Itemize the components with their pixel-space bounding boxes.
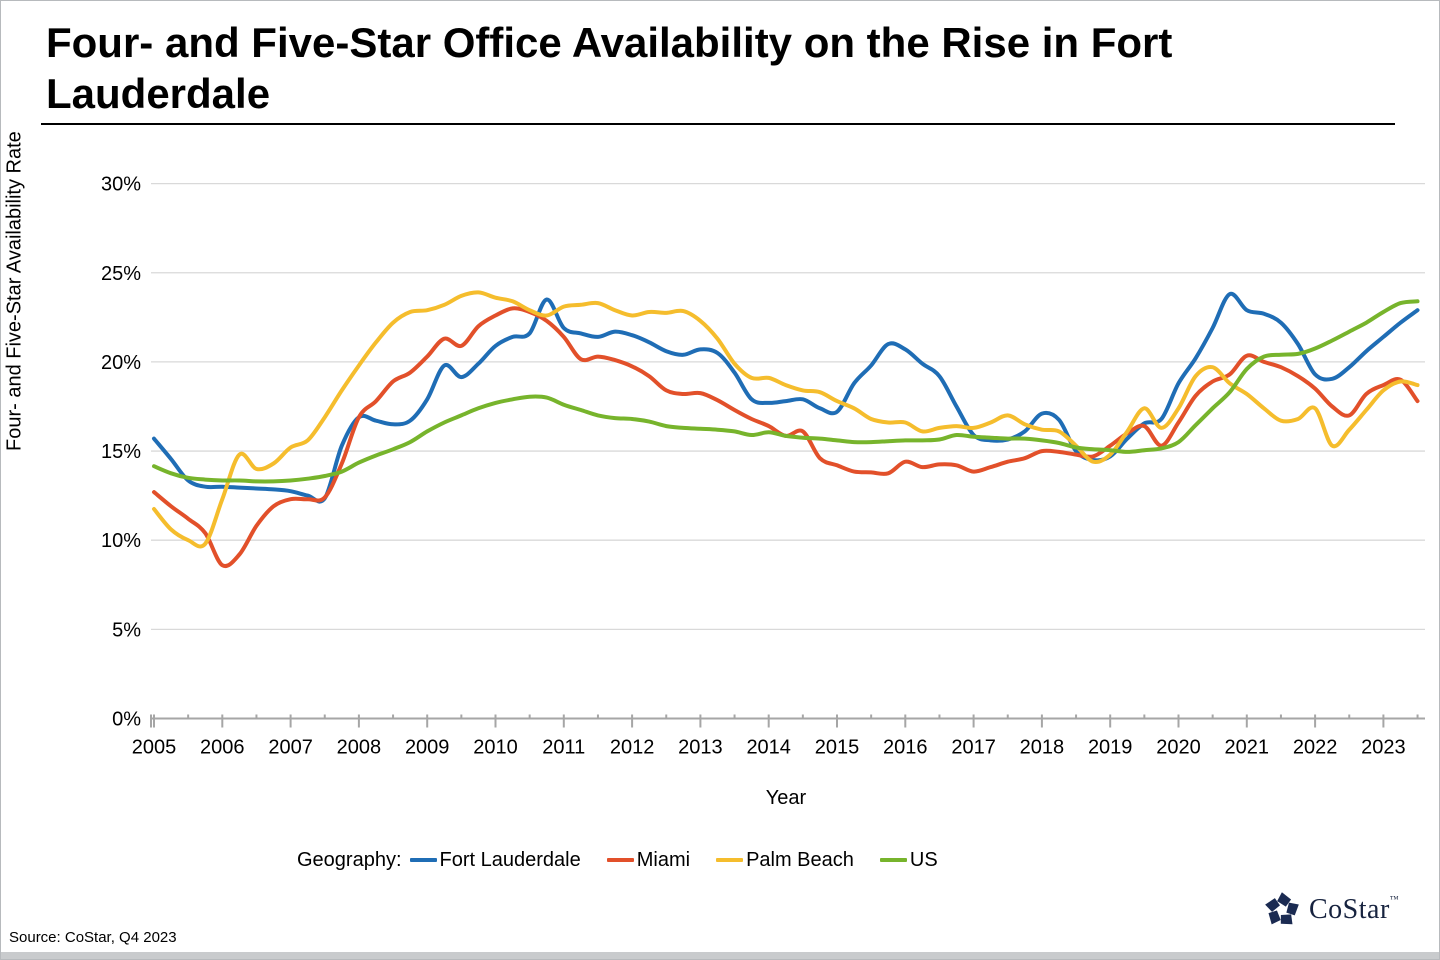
x-tick-label: 2020 [1156, 737, 1201, 759]
trademark-symbol: ™ [1389, 894, 1400, 904]
x-axis-title: Year [765, 787, 807, 809]
pinwheel-petal [1268, 910, 1281, 925]
series-line [152, 299, 1420, 484]
legend-item: Palm Beach [716, 849, 854, 872]
legend-label: Fort Lauderdale [439, 848, 581, 871]
x-tick-label: 2005 [132, 737, 177, 759]
y-tick-label: 5% [112, 619, 141, 641]
line-chart: 0% 5% 10% 15% 20% 25% 30% 2005 2006 2007 2008 2009 2… [101, 174, 1425, 759]
x-tick-label: 2023 [1361, 737, 1406, 759]
title-underline [41, 123, 1395, 125]
x-tick-label: 2019 [1088, 737, 1133, 759]
costar-logo: CoStar™ [1263, 891, 1399, 929]
x-tick-label: 2006 [200, 737, 245, 759]
y-tick-label: 20% [101, 352, 141, 374]
x-tick-label: 2017 [951, 737, 996, 759]
legend-swatch [409, 858, 437, 862]
x-tick-label: 2008 [337, 737, 382, 759]
chart-title-line2: Lauderdale [46, 70, 271, 118]
x-tick-label: 2012 [610, 737, 655, 759]
y-tick-label: 30% [101, 174, 141, 196]
chart-legend: Geography: Fort Lauderdale Miami Palm Beac… [297, 845, 964, 875]
legend-item: Fort Lauderdale [409, 848, 581, 872]
x-tick-label: 2021 [1225, 737, 1270, 759]
x-tick-label: 2015 [815, 737, 860, 759]
x-tick-label: 2022 [1293, 737, 1338, 759]
series-line [152, 290, 1420, 549]
pinwheel-petal [1286, 902, 1299, 916]
x-tick-label: 2013 [678, 737, 723, 759]
x-tick-label: 2016 [883, 737, 928, 759]
x-tick-label: 2018 [1020, 737, 1065, 759]
bottom-border-band [1, 952, 1439, 959]
costar-pinwheel-icon [1265, 892, 1299, 925]
x-tick-label: 2011 [542, 737, 585, 759]
source-note: Source: CoStar, Q4 2023 [9, 929, 177, 946]
chart-title-line1: Four- and Five-Star Office Availability … [46, 19, 1173, 66]
pinwheel-petal [1265, 898, 1280, 912]
y-tick-label: 15% [101, 441, 141, 463]
legend-label: Palm Beach [746, 848, 854, 871]
legend-swatch [716, 858, 744, 862]
y-tick-label: 10% [101, 530, 141, 552]
legend-swatch [606, 858, 634, 862]
legend-title: Geography: [297, 848, 402, 871]
y-tick-label: 0% [112, 709, 141, 731]
legend-label: US [909, 848, 938, 871]
x-tick-label: 2010 [473, 737, 518, 759]
x-tick-label: 2009 [405, 737, 450, 759]
pinwheel-petal [1277, 892, 1292, 907]
legend-item: US [879, 848, 938, 872]
pinwheel-petal [1280, 914, 1293, 925]
chart-title: Four- and Five-Star Office Availability … [46, 17, 1378, 119]
x-tick-label: 2014 [746, 737, 791, 759]
legend-swatch [879, 858, 907, 862]
x-tick-label: 2007 [268, 737, 313, 759]
y-tick-label: 25% [101, 263, 141, 285]
series-line [152, 291, 1420, 504]
costar-logo-text: CoStar™ [1309, 894, 1400, 925]
legend-item: Miami [606, 848, 691, 872]
legend-label: Miami [636, 848, 691, 871]
